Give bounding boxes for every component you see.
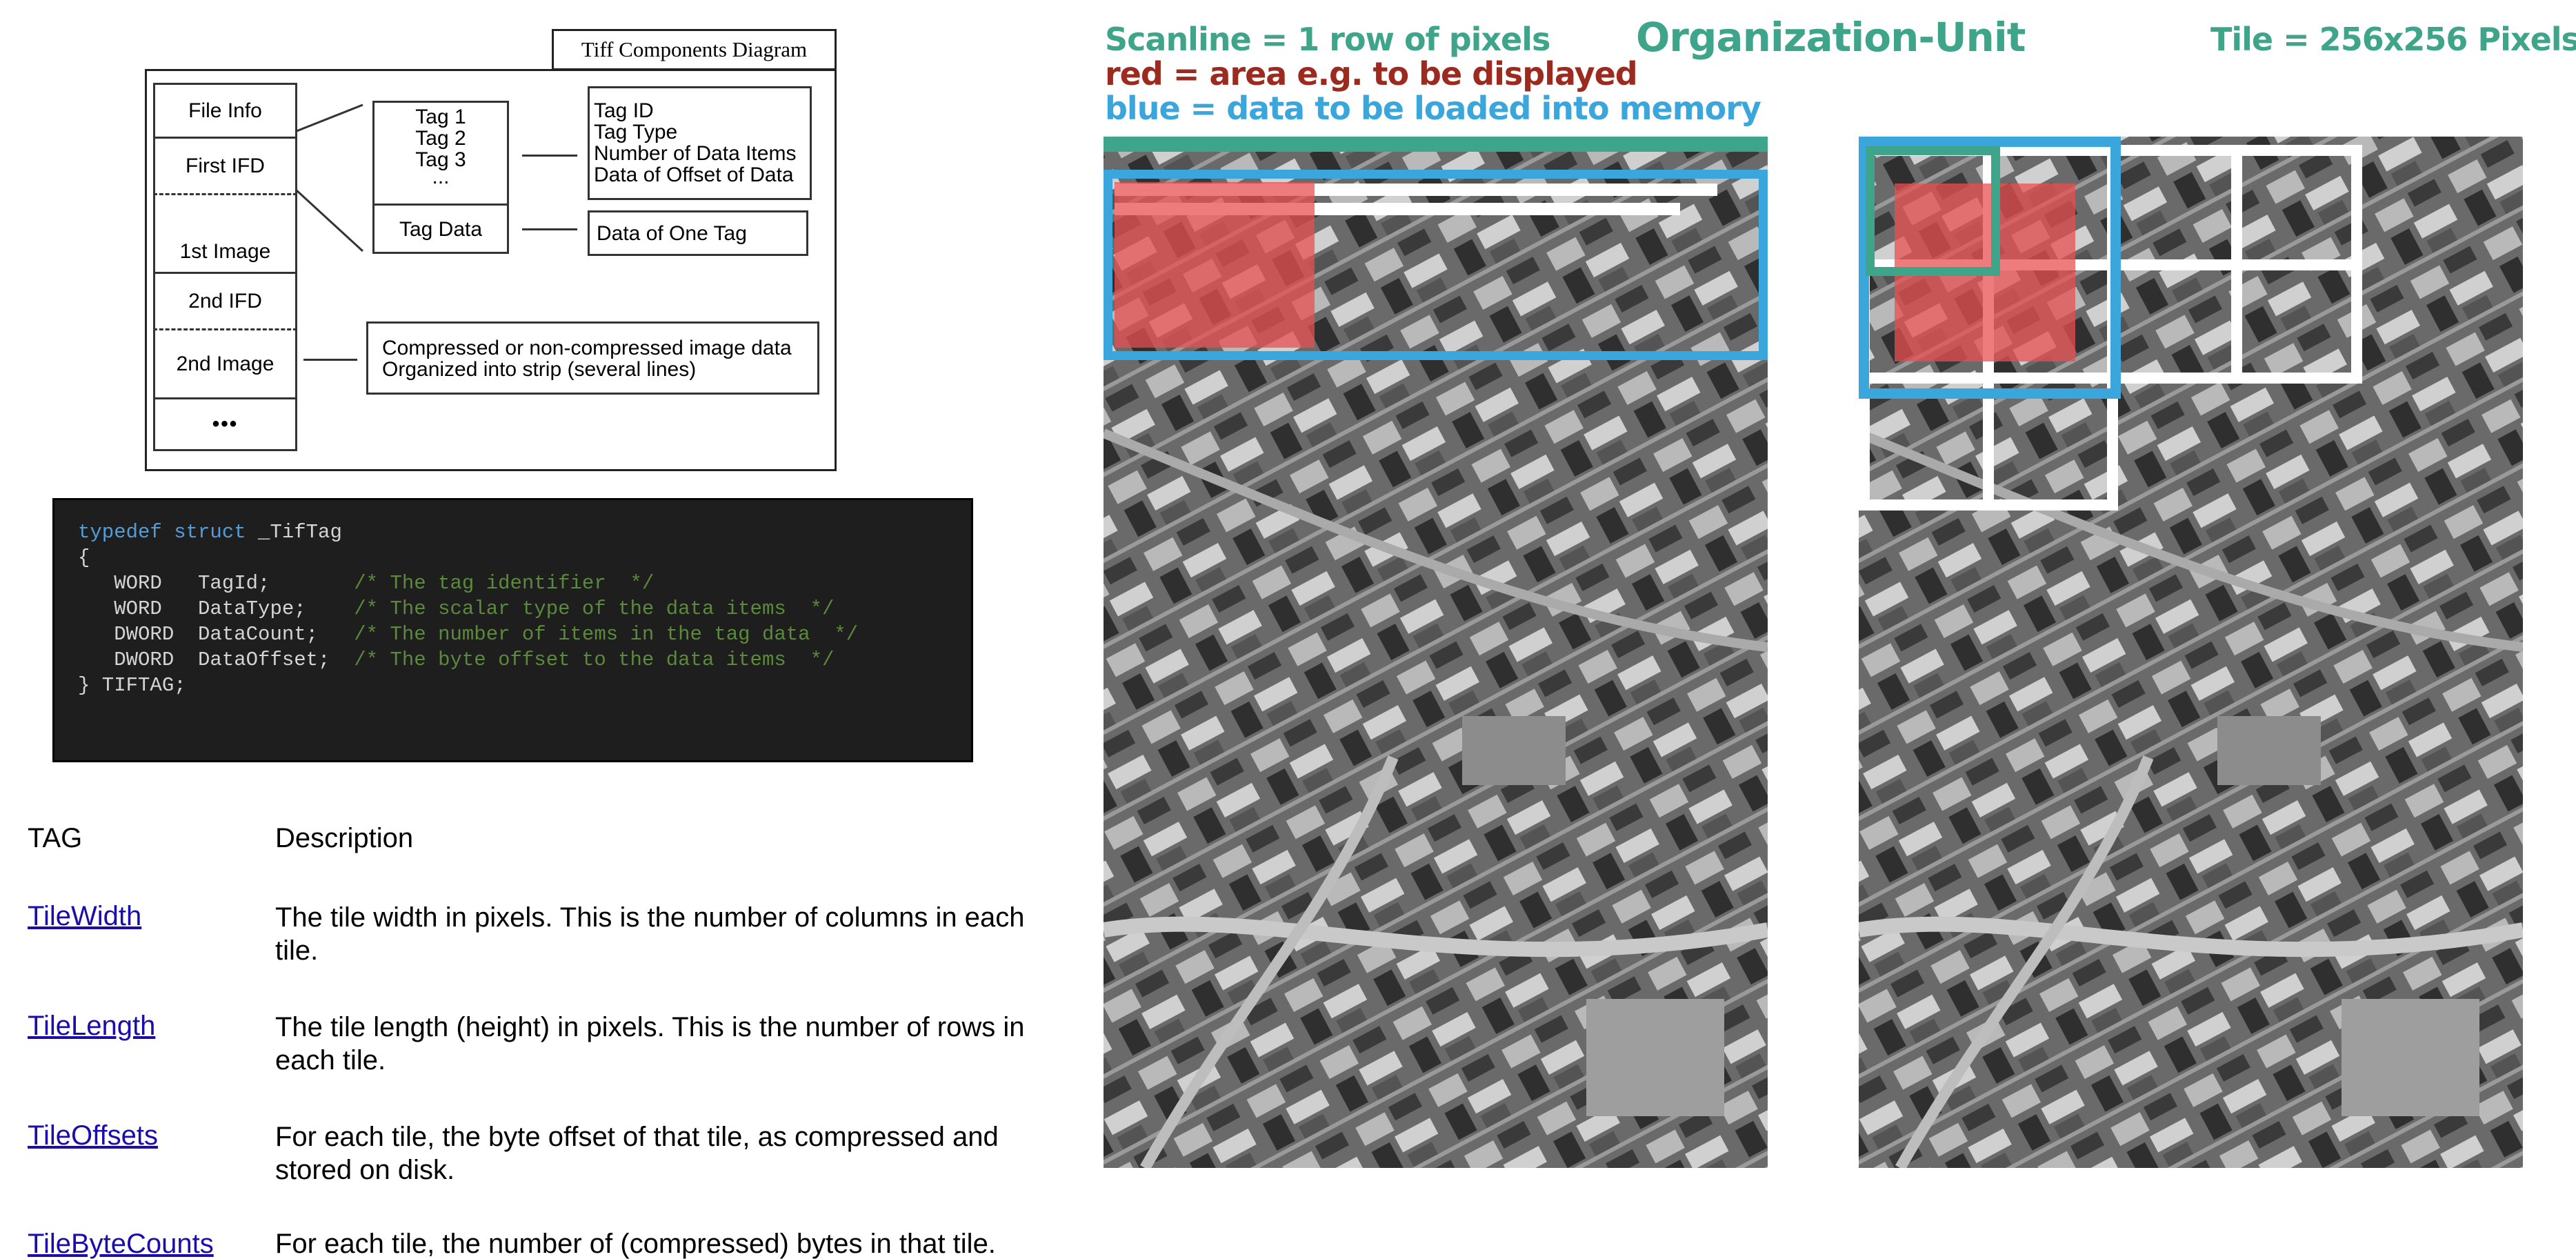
- tilewidth-description: The tile width in pixels. This is the nu…: [275, 902, 1025, 966]
- code-field-decl: WORD DataType;: [78, 597, 355, 620]
- code-keyword: typedef struct: [78, 521, 246, 544]
- code-close: } TIFTAG;: [78, 674, 186, 697]
- tilebytecounts-description: For each tile, the number of (compressed…: [275, 1229, 996, 1259]
- strip-note-box: Compressed or non-compressed image data …: [366, 321, 819, 395]
- code-comment: /* The number of items in the tag data *…: [354, 623, 859, 646]
- tiled-aerial-image: [1859, 137, 2523, 1168]
- organization-unit-title: Organization-Unit: [1636, 14, 2026, 61]
- tag-list-item: ...: [432, 166, 450, 188]
- tileoffsets-description: For each tile, the byte offset of that t…: [275, 1122, 999, 1185]
- scanline-legend: Scanline = 1 row of pixels: [1105, 21, 1550, 58]
- tag-group-box: [372, 101, 509, 254]
- strip-note-line: Compressed or non-compressed image data: [382, 337, 792, 359]
- second-ifd-cell: 2nd IFD: [153, 272, 297, 328]
- blue-legend: blue = data to be loaded into memory: [1105, 90, 1761, 127]
- memory-area-blue: [1859, 137, 2121, 399]
- tag-field-item: Number of Data Items: [594, 142, 797, 165]
- diagram-title: Tiff Components Diagram: [552, 29, 837, 70]
- second-image-cell: 2nd Image: [153, 328, 297, 397]
- code-struct-name: _TifTag: [246, 521, 342, 544]
- code-field-decl: DWORD DataCount;: [78, 623, 355, 646]
- tag-group-divider: [372, 204, 509, 206]
- ifd-connector-lines: [297, 103, 364, 252]
- connector-line: [303, 359, 357, 361]
- data-of-one-tag-box: Data of One Tag: [588, 210, 808, 256]
- code-open-brace: {: [78, 546, 90, 569]
- tag-list-item: Tag 1: [415, 106, 466, 128]
- tag-field-item: Tag ID: [594, 99, 654, 122]
- single-tile-teal: [1866, 146, 2000, 276]
- tiff-diagram-frame: [145, 69, 837, 471]
- tilewidth-link[interactable]: TileWidth: [28, 901, 142, 931]
- first-image-cell: 1st Image: [153, 193, 297, 272]
- red-legend: red = area e.g. to be displayed: [1105, 55, 1638, 92]
- memory-area-blue: [1104, 170, 1768, 360]
- code-comment: /* The tag identifier */: [354, 572, 655, 595]
- display-area-red: [1115, 182, 1315, 348]
- tilelength-link[interactable]: TileLength: [28, 1011, 156, 1041]
- scanline-bar: [1104, 137, 1768, 152]
- connector-line: [522, 228, 577, 230]
- tile-grid-outline: [1859, 371, 2118, 510]
- connector-line: [522, 155, 577, 157]
- tilebytecounts-link[interactable]: TileByteCounts: [28, 1229, 214, 1259]
- scanline-aerial-image: [1104, 137, 1768, 1168]
- tileoffsets-link[interactable]: TileOffsets: [28, 1120, 158, 1151]
- tag-fields-box: Tag ID Tag Type Number of Data Items Dat…: [588, 86, 812, 200]
- more-entries-cell: •••: [153, 397, 297, 451]
- strip-note-line: Organized into strip (several lines): [382, 358, 697, 381]
- table-header-tag: TAG: [28, 823, 83, 853]
- file-info-cell: File Info: [153, 83, 297, 137]
- tag-list-item: Tag 2: [415, 127, 466, 150]
- tag-field-item: Tag Type: [594, 121, 678, 143]
- tag-data-label: Tag Data: [399, 218, 483, 241]
- table-header-description: Description: [275, 823, 414, 853]
- code-comment: /* The scalar type of the data items */: [354, 597, 835, 620]
- code-field-decl: WORD TagId;: [78, 572, 355, 595]
- code-comment: /* The byte offset to the data items */: [354, 648, 835, 671]
- tilelength-description: The tile length (height) in pixels. This…: [275, 1012, 1025, 1075]
- tile-size-label: Tile = 256x256 Pixels: [2210, 21, 2576, 58]
- tiftag-struct-code: typedef struct _TifTag { WORD TagId; /* …: [52, 498, 973, 762]
- tag-field-item: Data of Offset of Data: [594, 163, 794, 186]
- first-ifd-cell: First IFD: [153, 137, 297, 193]
- tag-list: Tag 1 Tag 2 Tag 3 ...: [375, 102, 507, 188]
- code-field-decl: DWORD DataOffset;: [78, 648, 355, 671]
- tag-list-item: Tag 3: [415, 148, 466, 171]
